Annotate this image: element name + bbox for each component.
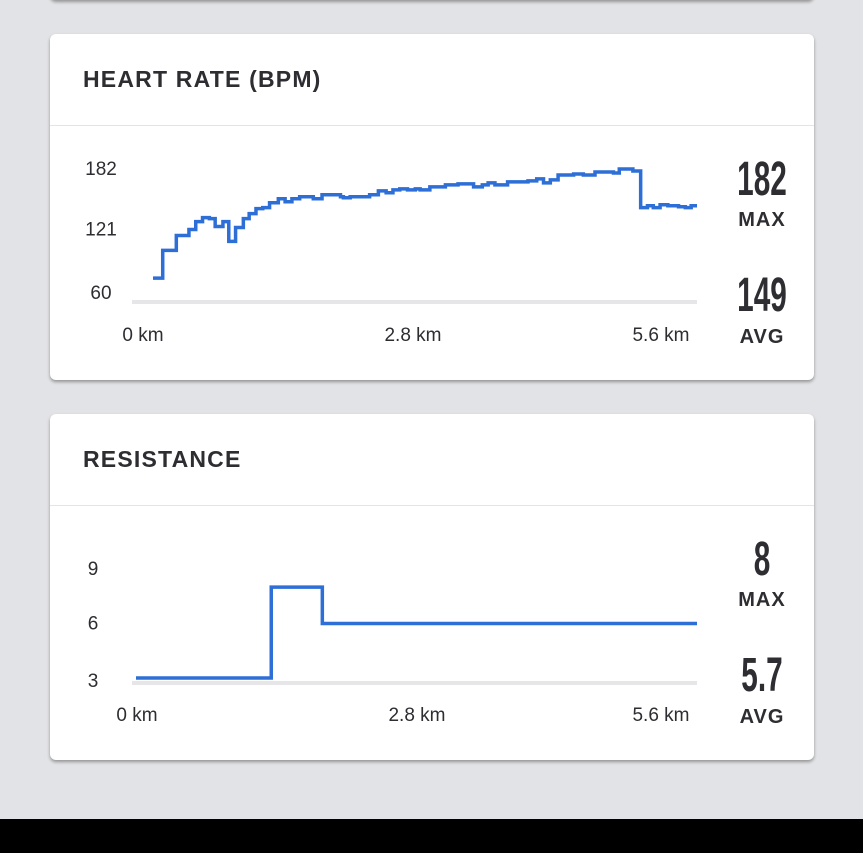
heart-rate-chart: 60 121 182 0 km 2.8 km 5.6 km [85, 159, 697, 346]
y-tick-label: 9 [88, 559, 99, 580]
card-title: HEART RATE (BPM) [83, 66, 322, 92]
y-tick-label: 3 [88, 671, 99, 692]
avg-label: AVG [739, 326, 785, 348]
y-tick-label: 6 [88, 614, 99, 635]
x-tick-label: 2.8 km [388, 705, 445, 726]
avg-value: 5.7 [741, 649, 783, 702]
max-value: 182 [737, 153, 787, 206]
data-line [153, 167, 697, 280]
system-navigation-bar [0, 819, 863, 853]
x-tick-label: 0 km [116, 705, 157, 726]
max-label: MAX [738, 209, 786, 231]
resistance-chart: 3 6 9 0 km 2.8 km 5.6 km [88, 559, 697, 726]
x-tick-label: 2.8 km [384, 325, 441, 346]
max-value: 8 [753, 533, 771, 586]
y-tick-label: 121 [85, 220, 117, 241]
avg-value: 149 [737, 269, 787, 322]
y-tick-label: 182 [85, 159, 117, 180]
avg-label: AVG [739, 706, 785, 728]
max-label: MAX [738, 589, 786, 611]
heart-rate-card: HEART RATE (BPM) 60 121 182 0 km 2.8 km 5.6 k… [50, 34, 814, 380]
x-tick-label: 5.6 km [632, 705, 689, 726]
divider [50, 505, 814, 506]
x-tick-label: 0 km [122, 325, 163, 346]
divider [50, 125, 814, 126]
y-tick-label: 60 [90, 283, 111, 304]
resistance-card: RESISTANCE 3 6 9 0 km 2.8 km 5.6 km 8 MAX 5.7… [50, 414, 814, 760]
data-line [136, 585, 697, 680]
card-title: RESISTANCE [83, 446, 242, 472]
x-tick-label: 5.6 km [632, 325, 689, 346]
